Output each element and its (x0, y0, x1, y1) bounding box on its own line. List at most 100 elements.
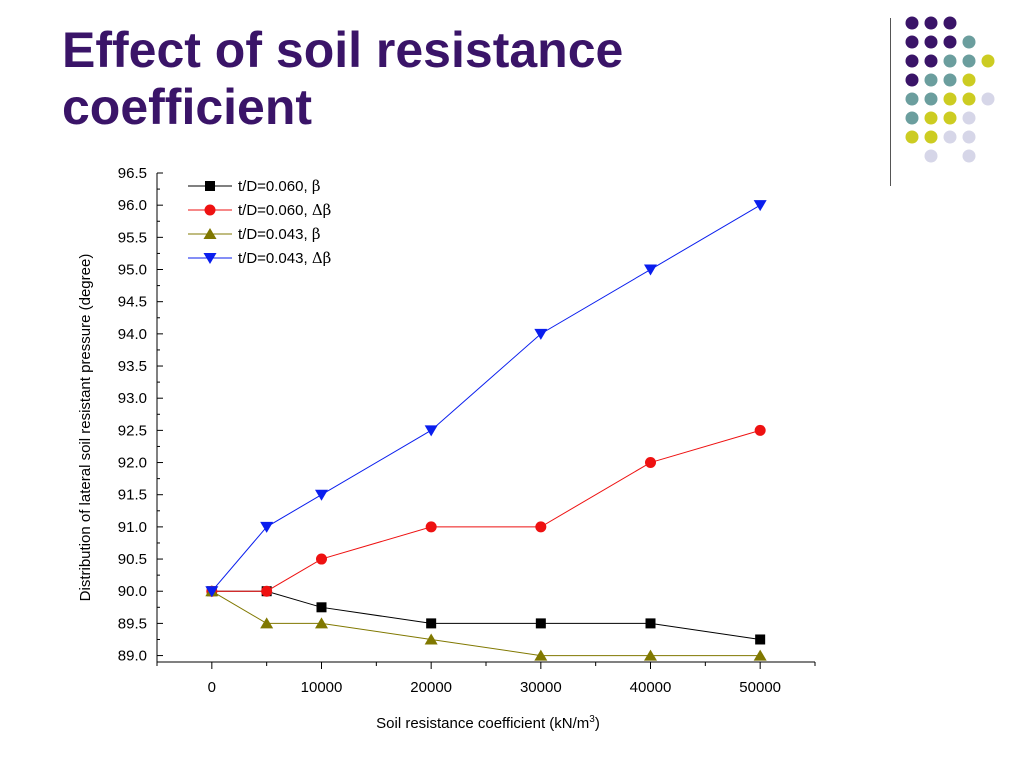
slide-title: Effect of soil resistance coefficient (62, 22, 624, 135)
decorative-dot (981, 92, 995, 106)
data-point (205, 586, 219, 598)
decorative-dot (962, 111, 976, 125)
y-tick-label: 96.5 (118, 165, 147, 182)
y-tick-label: 94.0 (118, 326, 147, 343)
decorative-dot (962, 35, 976, 49)
legend-marker (203, 253, 217, 264)
decorative-dot (943, 92, 957, 106)
chart-axes: 89.0 89.5 90.0 90.5 91.0 91.5 92.0 92.5 93.0 93.5… (118, 165, 816, 696)
series-2 (206, 424, 766, 597)
decorative-dot (905, 111, 919, 125)
data-point (425, 521, 437, 533)
y-tick-label: 92.5 (118, 422, 147, 439)
y-tick-label: 91.0 (118, 519, 147, 536)
legend-label-symbol: β (312, 225, 321, 243)
data-point (316, 602, 327, 613)
legend-item: t/D=0.060, β (188, 177, 320, 195)
data-point (424, 633, 438, 645)
data-point (260, 521, 274, 533)
decorative-dot (905, 92, 919, 106)
decorative-dot (962, 54, 976, 68)
y-axis-title: Distribution of lateral soil resistant p… (77, 254, 94, 602)
legend-label: t/D=0.043, Δβ (238, 249, 331, 267)
data-point (424, 425, 438, 437)
decorative-dot (962, 149, 976, 163)
decorative-dot (905, 73, 919, 87)
legend-marker (205, 181, 215, 191)
y-tick-label: 93.5 (118, 358, 147, 375)
x-tick-label: 20000 (410, 679, 452, 696)
legend-label: t/D=0.060, Δβ (238, 201, 331, 219)
decorative-dot (924, 73, 938, 87)
y-tick-label: 89.0 (118, 648, 147, 665)
legend-label-text: t/D=0.060, (238, 202, 312, 219)
data-point (315, 617, 328, 629)
y-tick-label: 89.5 (118, 615, 147, 632)
legend-item: t/D=0.043, Δβ (188, 249, 331, 267)
y-tick-label: 96.0 (118, 197, 147, 214)
data-point (535, 618, 546, 629)
series-1 (206, 586, 766, 645)
decorative-dot (943, 16, 957, 30)
decorative-dot (962, 92, 976, 106)
data-point (316, 553, 327, 565)
decorative-dot-grid (905, 16, 995, 163)
data-point (534, 328, 548, 340)
decorative-dot (924, 16, 938, 30)
legend-label: t/D=0.060, β (238, 177, 320, 195)
series-4 (205, 200, 767, 598)
data-point (534, 649, 548, 661)
y-tick-label: 91.5 (118, 487, 147, 504)
legend-item: t/D=0.043, β (188, 225, 320, 243)
data-point (754, 424, 766, 436)
decorative-dot (943, 54, 957, 68)
data-point (644, 649, 657, 661)
decorative-dot (943, 130, 957, 144)
y-tick-label: 95.0 (118, 262, 147, 279)
data-point (645, 457, 656, 469)
decorative-dot (962, 73, 976, 87)
legend-label-symbol: Δβ (312, 201, 332, 219)
decorative-dot (924, 149, 938, 163)
x-tick-label: 0 (208, 679, 216, 696)
data-point (755, 634, 766, 645)
data-point (315, 489, 328, 501)
data-point (753, 649, 767, 661)
legend-label-text: t/D=0.043, (238, 226, 312, 243)
decorative-dot (905, 130, 919, 144)
data-point (261, 585, 273, 597)
x-tick-label: 30000 (520, 679, 562, 696)
data-point (644, 264, 657, 276)
legend-label-symbol: Δβ (312, 249, 332, 267)
y-tick-label: 94.5 (118, 294, 147, 311)
x-axis-title-superscript: 3 (589, 714, 595, 725)
decorative-dot (924, 111, 938, 125)
y-tick-label: 93.0 (118, 390, 147, 407)
decorative-divider (890, 18, 891, 186)
legend-label-text: t/D=0.060, (238, 178, 312, 195)
y-tick-label: 90.0 (118, 583, 147, 600)
legend-marker (203, 228, 217, 239)
legend-label: t/D=0.043, β (238, 225, 320, 243)
data-point (535, 521, 547, 533)
legend-label-symbol: β (312, 177, 321, 195)
chart-legend: t/D=0.060, βt/D=0.060, Δβt/D=0.043, βt/D… (188, 177, 331, 267)
decorative-dot (905, 16, 919, 30)
legend-item: t/D=0.060, Δβ (188, 201, 331, 219)
data-point (753, 200, 767, 212)
x-axis-title: Soil resistance coefficient (kN/m3) (376, 714, 600, 732)
decorative-dot (924, 92, 938, 106)
x-tick-label: 10000 (301, 679, 343, 696)
y-tick-label: 92.0 (118, 455, 147, 472)
y-tick-label: 90.5 (118, 551, 147, 568)
decorative-dot (905, 35, 919, 49)
decorative-dot (924, 54, 938, 68)
decorative-dot (924, 35, 938, 49)
series-line (211, 590, 761, 640)
decorative-dot (943, 35, 957, 49)
legend-label-text: t/D=0.043, (238, 250, 312, 267)
x-tick-label: 40000 (630, 679, 672, 696)
decorative-dot (962, 130, 976, 144)
decorative-dot (924, 130, 938, 144)
